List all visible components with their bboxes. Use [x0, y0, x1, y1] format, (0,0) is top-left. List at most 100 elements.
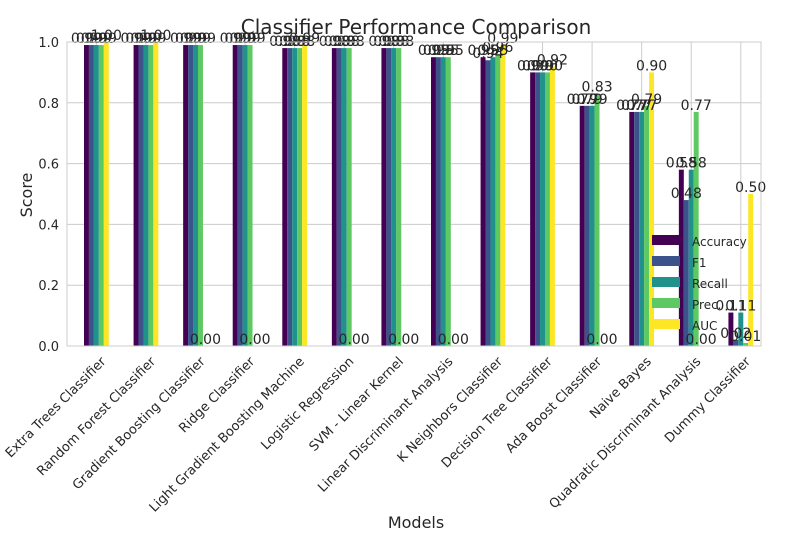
bar-f1-0: [88, 45, 94, 346]
bar-recall-9: [540, 72, 545, 347]
bar-recall-10: [589, 105, 595, 346]
data-label: 0.11: [725, 299, 756, 315]
data-label: 0.77: [621, 98, 652, 114]
y-axis-title: Score: [17, 173, 36, 218]
bar-prec-11: [644, 105, 650, 346]
data-label: 0.95: [433, 43, 464, 59]
data-label: 0.99: [175, 31, 206, 47]
y-tick-label: 0.2: [38, 279, 59, 294]
bar-f1-8: [485, 60, 491, 347]
bar-auc-9: [549, 66, 555, 346]
data-label: 0.77: [681, 98, 712, 114]
bar-f1-1: [138, 45, 144, 346]
data-label: 0.96: [482, 40, 513, 56]
bar-prec-3: [247, 45, 253, 346]
legend-swatch: [652, 319, 680, 329]
bar-prec-6: [396, 48, 402, 347]
data-label: 0.99: [220, 31, 251, 47]
bar-f1-13: [733, 339, 739, 346]
bar-prec-0: [98, 45, 104, 346]
bar-accuracy-10: [579, 105, 585, 346]
bar-recall-13: [738, 312, 744, 346]
bar-recall-11: [639, 111, 645, 346]
bar-recall-3: [242, 45, 248, 346]
data-label: 0.99: [81, 31, 112, 47]
legend-swatch: [652, 256, 680, 266]
bar-prec-5: [346, 48, 352, 347]
data-label: 0.90: [522, 58, 553, 74]
data-label: 0.99: [71, 31, 102, 47]
data-label: 0.79: [631, 92, 662, 108]
y-tick-label: 1.0: [38, 36, 59, 51]
bar-accuracy-4: [282, 48, 288, 347]
data-label: 0.99: [234, 31, 265, 47]
data-label: 0.00: [190, 332, 221, 348]
data-label: 0.99: [180, 31, 211, 47]
data-label: 1.00: [91, 28, 122, 44]
data-label: 0.00: [239, 332, 270, 348]
bar-auc-8: [500, 45, 506, 346]
data-label: 0.99: [130, 31, 161, 47]
legend-swatch: [652, 277, 680, 287]
data-label: 0.83: [581, 80, 612, 96]
bar-f1-5: [336, 48, 342, 347]
data-label: 0.99: [289, 31, 320, 47]
data-label: 0.95: [477, 43, 508, 59]
data-label: 0.58: [676, 156, 707, 172]
data-label: 0.01: [730, 329, 761, 345]
data-label: 0.00: [438, 332, 469, 348]
legend-label: AUC: [692, 319, 717, 333]
data-label: 0.99: [125, 31, 156, 47]
legend-swatch: [652, 298, 680, 308]
data-label: 0.02: [720, 326, 751, 342]
bar-accuracy-9: [530, 72, 536, 347]
data-label: 1.00: [140, 28, 171, 44]
data-label: 0.99: [185, 31, 216, 47]
bar-f1-6: [386, 48, 392, 347]
data-label: 0.99: [170, 31, 201, 47]
data-label: 0.11: [715, 299, 746, 315]
bar-prec-10: [594, 93, 600, 347]
x-tick-label: Extra Trees Classifier: [3, 354, 110, 461]
bar-auc-11: [649, 72, 655, 347]
bar-accuracy-5: [331, 48, 337, 347]
bar-f1-10: [584, 105, 590, 346]
bar-prec-2: [197, 45, 203, 346]
data-label: 0.99: [230, 31, 261, 47]
bar-recall-5: [341, 48, 347, 347]
data-label: 0.79: [577, 92, 608, 108]
data-label: 0.00: [586, 332, 617, 348]
bar-recall-1: [143, 45, 149, 346]
legend-swatch: [652, 235, 680, 245]
bar-recall-4: [292, 48, 298, 347]
data-label: 0.99: [120, 31, 151, 47]
y-tick-label: 0.8: [38, 97, 59, 112]
legend-label: Recall: [692, 277, 728, 291]
x-tick-label: Ada Boost Classifier: [503, 354, 605, 456]
bar-accuracy-2: [183, 45, 189, 346]
bar-prec-9: [544, 72, 550, 347]
bar-accuracy-0: [84, 45, 89, 346]
data-label: 0.00: [339, 332, 370, 348]
data-label: 0.92: [537, 52, 568, 68]
data-labels: 0.99 0.99 0.99 0.99 0.98 0.98 0.980.95 0.950.90…: [71, 28, 766, 348]
data-label: 0.90: [636, 58, 667, 74]
bar-f1-3: [237, 45, 243, 346]
bar-auc-4: [302, 45, 308, 346]
data-label: 0.95: [418, 43, 449, 59]
plot-frame: [66, 41, 762, 347]
data-label: 0.00: [388, 332, 419, 348]
bar-recall-12: [688, 169, 694, 346]
bar-accuracy-6: [381, 48, 387, 347]
chart-title: Classifier Performance Comparison: [241, 15, 592, 39]
data-label: 0.95: [428, 43, 459, 59]
y-tick-label: 0.0: [38, 340, 59, 355]
data-label: 0.79: [572, 92, 603, 108]
x-tick-label: Logistic Regression: [258, 354, 357, 453]
data-label: 0.50: [735, 180, 766, 196]
bar-f1-2: [188, 45, 194, 346]
data-label: 0.99: [86, 31, 117, 47]
x-tick-label: Dummy Classifier: [662, 354, 754, 446]
